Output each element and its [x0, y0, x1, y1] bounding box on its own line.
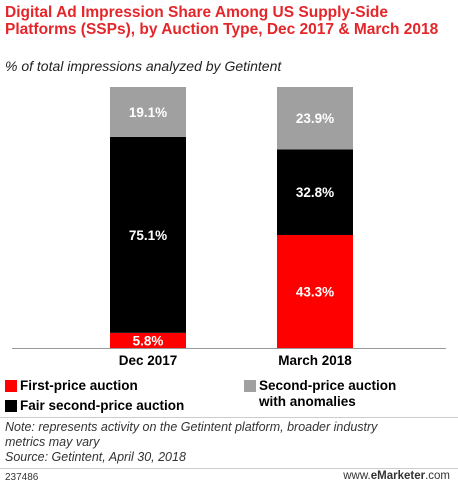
legend-label-second-price-anomalies: Second-price auction with anomalies [259, 378, 397, 409]
note-line-2: metrics may vary [5, 435, 100, 449]
bar-segment-fair-second-price-auction-0 [110, 136, 186, 333]
footer-divider [0, 468, 458, 469]
data-label-second-price-auction-with-anomalies-1: 23.9% [296, 111, 334, 126]
note-divider [0, 417, 458, 418]
category-label-0: Dec 2017 [119, 353, 178, 368]
legend-swatch-second-price-anomalies [244, 380, 256, 392]
chart-subtitle: % of total impressions analyzed by Getin… [5, 58, 282, 74]
bar-segment-second-price-auction-with-anomalies-0 [110, 87, 186, 137]
bar-segment-first-price-auction-0 [110, 332, 186, 348]
legend-label-fair-second-price: Fair second-price auction [20, 398, 185, 413]
data-label-fair-second-price-auction-1: 32.8% [296, 185, 334, 200]
data-label-fair-second-price-auction-0: 75.1% [129, 228, 167, 243]
bar-segment-second-price-auction-with-anomalies-1 [277, 87, 353, 150]
chart-title: Digital Ad Impression Share Among US Sup… [5, 4, 439, 38]
legend-swatch-first-price [5, 380, 17, 392]
note-line-1: Note: represents activity on the Getinte… [5, 420, 378, 434]
category-label-1: March 2018 [278, 353, 352, 368]
chart-note: Note: represents activity on the Getinte… [5, 420, 455, 465]
data-label-first-price-auction-0: 5.8% [133, 333, 164, 348]
source-line: Source: Getintent, April 30, 2018 [5, 450, 186, 464]
legend-label-first-price: First-price auction [20, 378, 138, 393]
legend-swatch-fair-second-price [5, 400, 17, 412]
bar-segment-first-price-auction-1 [277, 234, 353, 348]
chart-id: 237486 [5, 472, 39, 483]
stacked-bar-chart: 5.8% 75.1% 19.1% Dec 2017 43.3% 32.8% 23.9% Mar… [12, 87, 446, 368]
brand-link[interactable]: www.eMarketer.com [343, 470, 450, 482]
data-label-first-price-auction-1: 43.3% [296, 284, 334, 299]
data-label-second-price-auction-with-anomalies-0: 19.1% [129, 105, 167, 120]
bar-segment-fair-second-price-auction-1 [277, 149, 353, 235]
